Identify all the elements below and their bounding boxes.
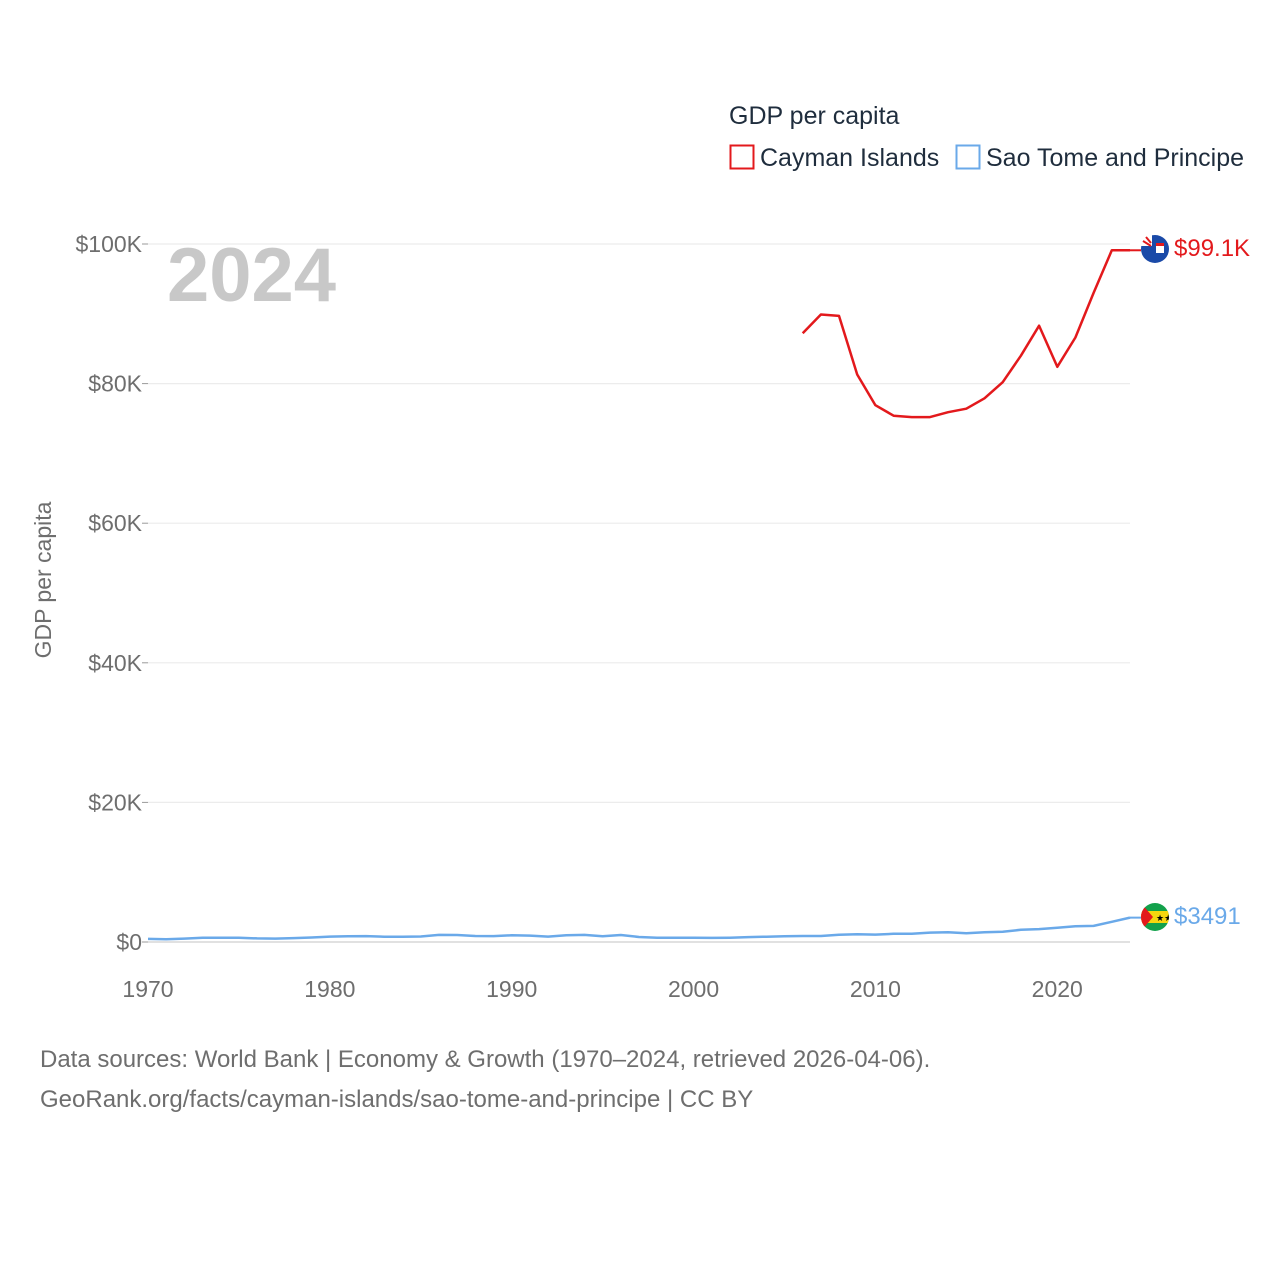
series-line-sao-tome-and-principe[interactable] <box>147 916 1131 941</box>
source-line-2: GeoRank.org/facts/cayman-islands/sao-tom… <box>40 1086 754 1113</box>
x-axis-ticks: 1970 1980 1990 2000 2010 2020 <box>122 976 1082 1002</box>
y-tick-label: $0 <box>116 929 142 955</box>
y-tick-label: $100K <box>75 231 142 257</box>
y-tick-label: $20K <box>88 789 142 815</box>
y-tick-label: $40K <box>88 650 142 676</box>
legend-title: GDP per capita <box>729 102 900 130</box>
y-tick-label: $80K <box>88 371 142 397</box>
grid-lines <box>148 243 1130 943</box>
source-note: Data sources: World Bank | Economy & Gro… <box>40 1040 930 1120</box>
x-tick-label: 2010 <box>850 976 901 1002</box>
legend-label-sao-tome-and-principe[interactable]: Sao Tome and Principe <box>986 144 1244 172</box>
y-tick-label: $60K <box>88 510 142 536</box>
x-tick-label: 1970 <box>122 976 173 1002</box>
legend-label-cayman-islands[interactable]: Cayman Islands <box>760 144 939 172</box>
svg-text:★★: ★★ <box>1156 913 1172 923</box>
end-label-cayman-islands: $99.1K <box>1174 235 1250 262</box>
end-label-sao-tome-and-principe: $3491 <box>1174 903 1241 930</box>
series-line-cayman-islands[interactable] <box>801 249 1130 419</box>
sao-tome-and-principe-flag-icon: ★★ <box>1141 903 1172 931</box>
source-line-1: Data sources: World Bank | Economy & Gro… <box>40 1046 931 1073</box>
legend-swatch-cayman-islands[interactable] <box>729 144 755 170</box>
cayman-islands-flag-icon <box>1141 235 1169 263</box>
y-axis-title: GDP per capita <box>30 501 56 658</box>
x-tick-label: 2000 <box>668 976 719 1002</box>
x-tick-label: 1990 <box>486 976 537 1002</box>
series-lines <box>147 249 1141 941</box>
legend-swatch-sao-tome-and-principe[interactable] <box>955 144 981 170</box>
x-tick-label: 1980 <box>304 976 355 1002</box>
year-label: 2024 <box>167 233 336 318</box>
x-tick-label: 2020 <box>1032 976 1083 1002</box>
y-axis-ticks: $0 $20K $40K $60K $80K $100K <box>75 231 148 955</box>
